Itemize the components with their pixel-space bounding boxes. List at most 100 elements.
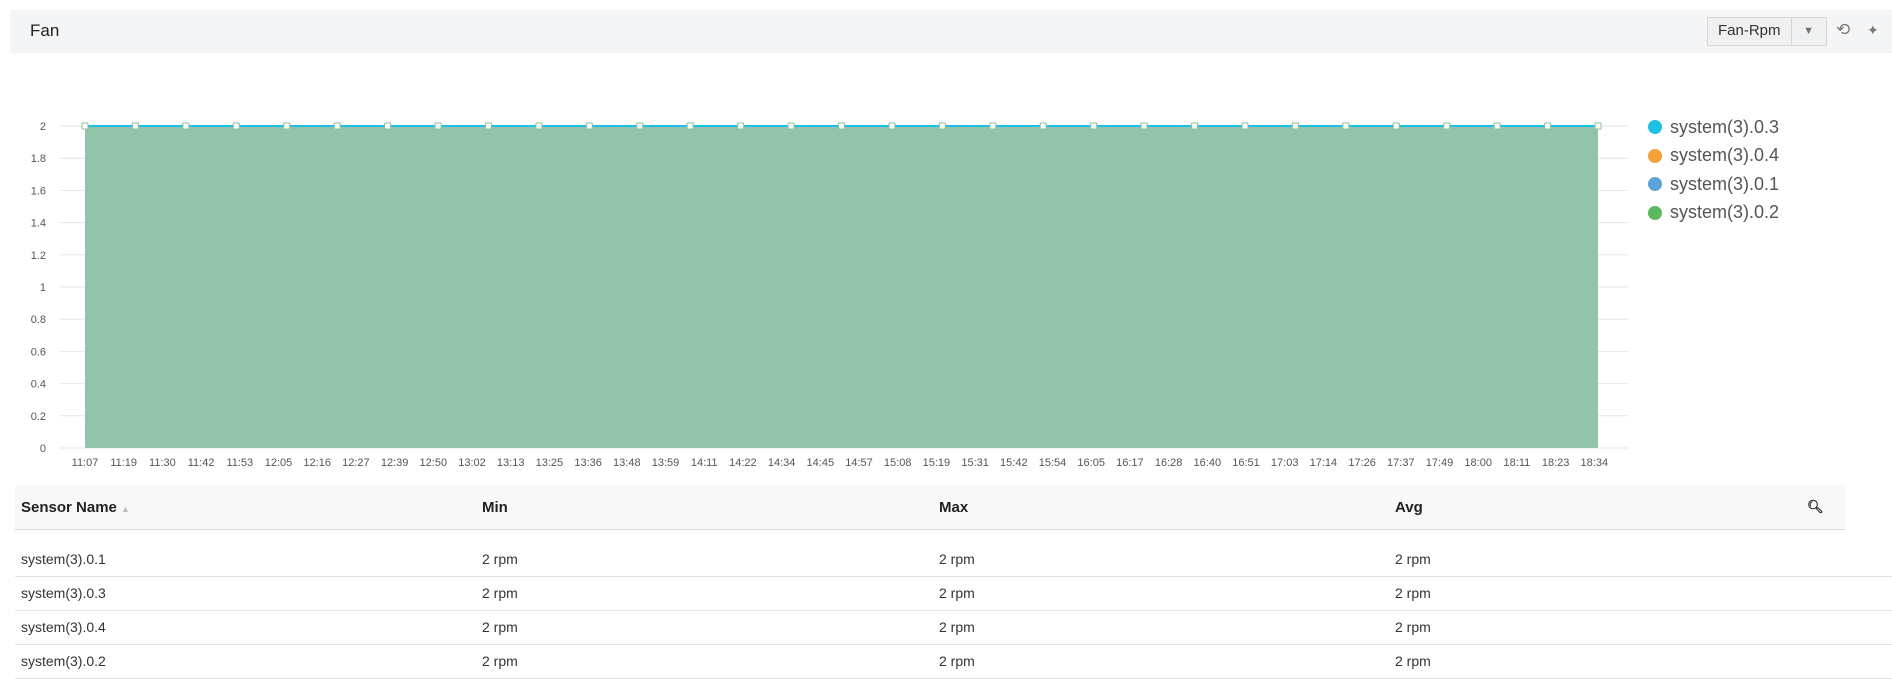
- x-tick-label: 17:37: [1387, 457, 1415, 469]
- x-tick-label: 18:11: [1504, 457, 1531, 469]
- data-point: [434, 122, 442, 130]
- y-tick-label: 1.2: [31, 250, 46, 262]
- max-cell: 2 rpm: [939, 653, 975, 669]
- max-cell: 2 rpm: [939, 619, 975, 635]
- metric-select-value: Fan-Rpm: [1708, 18, 1792, 45]
- x-tick-label: 14:34: [768, 457, 796, 469]
- data-point: [535, 122, 543, 130]
- table-row: system(3).0.1 2 rpm 2 rpm 2 rpm: [15, 542, 1892, 577]
- x-tick-label: 18:00: [1464, 457, 1492, 469]
- y-tick-label: 0: [40, 443, 46, 455]
- panel-title: Fan: [30, 21, 60, 40]
- x-tick-label: 13:13: [497, 457, 525, 469]
- data-point: [182, 122, 190, 130]
- y-tick-label: 1.8: [31, 153, 46, 165]
- x-tick-label: 16:28: [1155, 457, 1183, 469]
- y-tick-label: 2: [40, 121, 46, 133]
- data-point: [384, 122, 392, 130]
- table-row: system(3).0.3 2 rpm 2 rpm 2 rpm: [15, 576, 1892, 611]
- data-point: [131, 122, 139, 130]
- series-area: [85, 126, 1598, 448]
- data-point: [989, 122, 997, 130]
- data-point: [484, 122, 492, 130]
- x-tick-label: 18:23: [1542, 457, 1570, 469]
- data-point: [938, 122, 946, 130]
- avg-cell: 2 rpm: [1395, 653, 1431, 669]
- x-tick-label: 15:31: [961, 457, 989, 469]
- y-tick-label: 1.4: [31, 218, 46, 230]
- legend-label: system(3).0.2: [1670, 202, 1780, 223]
- legend-dot: [1648, 120, 1662, 135]
- x-tick-label: 17:14: [1310, 457, 1338, 469]
- x-tick-label: 14:45: [807, 457, 835, 469]
- legend-item[interactable]: system(3).0.2: [1648, 199, 1779, 228]
- x-tick-label: 11:19: [110, 457, 137, 469]
- avg-cell: 2 rpm: [1395, 585, 1431, 601]
- x-tick-label: 13:48: [613, 457, 641, 469]
- min-cell: 2 rpm: [482, 653, 518, 669]
- x-tick-label: 14:11: [691, 457, 718, 469]
- chart-legend: system(3).0.3 system(3).0.4 system(3).0.1 s…: [1648, 113, 1779, 227]
- refresh-icon[interactable]: ⟲: [1836, 20, 1851, 39]
- x-tick-label: 14:22: [729, 457, 757, 469]
- x-tick-label: 13:25: [536, 457, 564, 469]
- x-tick-label: 13:02: [458, 457, 486, 469]
- x-tick-label: 15:19: [923, 457, 951, 469]
- sensor-name-cell: system(3).0.4: [21, 619, 106, 635]
- legend-item[interactable]: system(3).0.3: [1648, 113, 1779, 142]
- x-tick-label: 17:03: [1271, 457, 1299, 469]
- data-point: [737, 122, 745, 130]
- data-point: [81, 122, 89, 130]
- fan-rpm-chart: 0 0.2 0.4 0.6 0.8 1 1.2 1.4 1.6 1.8 2 11:07 11:19 11:…: [31, 121, 1628, 469]
- avg-cell: 2 rpm: [1395, 551, 1431, 567]
- legend-label: system(3).0.4: [1670, 145, 1780, 166]
- sensor-name-cell: system(3).0.1: [21, 551, 106, 567]
- column-sensor-name[interactable]: Sensor Name ▲: [21, 499, 130, 516]
- data-point: [585, 122, 593, 130]
- collapse-icon[interactable]: ✦: [1867, 22, 1879, 38]
- data-point: [888, 122, 896, 130]
- x-tick-label: 12:50: [420, 457, 448, 469]
- x-tick-label: 11:07: [72, 457, 99, 469]
- column-max[interactable]: Max: [939, 499, 969, 516]
- x-tick-label: 11:42: [188, 457, 215, 469]
- legend-dot: [1648, 205, 1662, 220]
- data-point: [636, 122, 644, 130]
- data-point: [283, 122, 291, 130]
- y-tick-label: 0.8: [31, 314, 46, 326]
- x-tick-label: 17:26: [1348, 457, 1376, 469]
- column-min[interactable]: Min: [482, 499, 508, 516]
- column-avg[interactable]: Avg: [1395, 499, 1423, 516]
- x-tick-label: 15:42: [1000, 457, 1028, 469]
- min-cell: 2 rpm: [482, 585, 518, 601]
- max-cell: 2 rpm: [939, 585, 975, 601]
- table-row: system(3).0.4 2 rpm 2 rpm 2 rpm: [15, 610, 1892, 645]
- legend-item[interactable]: system(3).0.4: [1648, 142, 1779, 171]
- x-tick-label: 12:27: [342, 457, 370, 469]
- sort-icon: ▲: [121, 504, 130, 514]
- y-tick-label: 0.2: [31, 411, 46, 423]
- x-tick-label: 12:16: [303, 457, 331, 469]
- series-area: [85, 126, 1598, 448]
- y-tick-label: 1.6: [31, 185, 46, 197]
- x-tick-label: 12:05: [265, 457, 293, 469]
- y-tick-label: 0.4: [31, 379, 46, 391]
- data-point: [1191, 122, 1199, 130]
- x-tick-label: 15:54: [1039, 457, 1067, 469]
- legend-item[interactable]: system(3).0.1: [1648, 170, 1779, 199]
- x-tick-label: 16:05: [1077, 457, 1105, 469]
- data-point: [1291, 122, 1299, 130]
- data-point: [232, 122, 240, 130]
- x-tick-label: 17:49: [1426, 457, 1454, 469]
- data-point: [1039, 122, 1047, 130]
- legend-label: system(3).0.1: [1670, 173, 1780, 194]
- sensor-name-cell: system(3).0.3: [21, 585, 106, 601]
- x-tick-label: 16:51: [1232, 457, 1260, 469]
- search-icon[interactable]: 🔍︎: [1807, 499, 1824, 514]
- data-point: [333, 122, 341, 130]
- metric-select[interactable]: Fan-Rpm ▼: [1707, 17, 1827, 46]
- y-tick-label: 0.6: [31, 346, 46, 358]
- x-tick-label: 16:40: [1194, 457, 1222, 469]
- avg-cell: 2 rpm: [1395, 619, 1431, 635]
- chevron-down-icon: ▼: [1803, 25, 1814, 37]
